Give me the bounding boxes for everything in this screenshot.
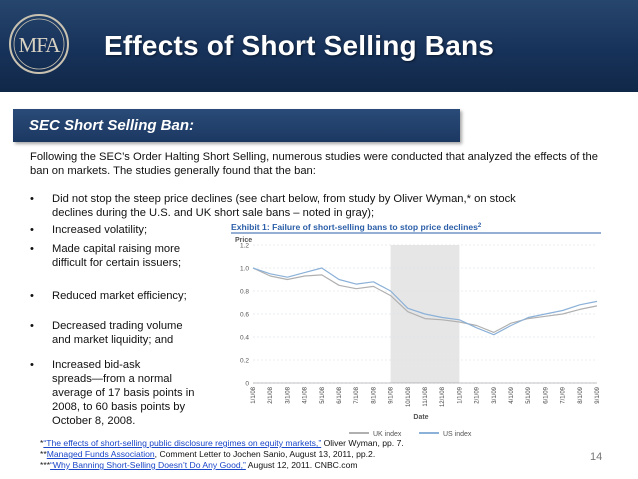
bullet-item: • Reduced market efficiency; <box>30 289 220 303</box>
bullet-marker: • <box>30 193 34 205</box>
page-number: 14 <box>590 451 603 463</box>
x-tick-label: 7/1/08 <box>354 386 360 403</box>
footnote-text: , Comment Letter to Jochen Sanio, August… <box>154 449 376 459</box>
slide-title: Effects of Short Selling Bans <box>104 30 495 61</box>
bullet-line: October 8, 2008. <box>52 415 136 427</box>
legend-label-us: US index <box>443 431 472 438</box>
bullet-marker: • <box>30 320 34 332</box>
y-tick-label: 1.2 <box>240 243 249 250</box>
footnote-marker: ** <box>40 449 47 459</box>
bullet-line: Reduced market efficiency; <box>52 290 187 302</box>
bullet-line: Decreased trading volume <box>52 320 183 332</box>
x-tick-label: 6/1/08 <box>337 386 343 403</box>
y-tick-label: 1.0 <box>240 266 249 273</box>
x-tick-label: 10/1/08 <box>406 386 412 407</box>
mfa-logo: MFA <box>9 14 69 74</box>
y-tick-label: 0.2 <box>240 358 249 365</box>
footnote: ***“Why Banning Short-Selling Doesn’t Do… <box>40 460 560 471</box>
exhibit-chart: Exhibit 1: Failure of short-selling bans… <box>231 222 601 438</box>
bullet-marker: • <box>30 290 34 302</box>
bullet-marker: • <box>30 359 34 371</box>
footnote: *“The effects of short-selling public di… <box>40 438 560 449</box>
intro-paragraph: Following the SEC’s Order Halting Short … <box>30 151 598 177</box>
footnote: **Managed Funds Association, Comment Let… <box>40 449 560 460</box>
bullet-line: Did not stop the steep price declines (s… <box>52 193 516 205</box>
x-tick-label: 6/1/09 <box>543 386 549 403</box>
x-tick-label: 5/1/09 <box>526 386 532 403</box>
x-axis-label: Date <box>413 414 428 421</box>
x-tick-label: 4/1/09 <box>509 386 515 403</box>
footnote-text: Oliver Wyman, pp. 7. <box>321 438 404 448</box>
bullet-line: spreads—from a normal <box>52 373 172 385</box>
section-title: SEC Short Selling Ban: <box>29 117 195 134</box>
legend-label-uk: UK index <box>373 431 402 438</box>
x-tick-label: 8/1/08 <box>371 386 377 403</box>
footnote-text: August 12, 2011. CNBC.com <box>245 460 358 470</box>
bullet-item: • Increased volatility; <box>30 223 220 237</box>
x-tick-label: 9/1/09 <box>595 386 601 403</box>
slide-header: MFA Effects of Short Selling Bans <box>0 0 638 92</box>
bullet-marker: • <box>30 224 34 236</box>
x-tick-label: 12/1/08 <box>440 386 446 407</box>
bullet-line: average of 17 basis points in <box>52 387 195 399</box>
y-tick-label: 0.6 <box>240 312 249 319</box>
bullet-line: Increased volatility; <box>52 224 148 236</box>
series-line-uk <box>252 267 598 334</box>
section-bar: SEC Short Selling Ban: <box>13 109 460 142</box>
series-line-us <box>252 267 598 336</box>
bullet-line: Made capital raising more <box>52 243 181 255</box>
x-tick-label: 1/1/08 <box>251 386 257 403</box>
bullet-item: • Decreased trading volume and market li… <box>30 319 220 347</box>
footnote-marker: *** <box>40 460 51 470</box>
x-tick-label: 3/1/09 <box>492 386 498 403</box>
bullet-line: declines during the U.S. and UK short sa… <box>52 207 375 219</box>
footnote-marker: * <box>40 438 44 448</box>
x-tick-label: 4/1/08 <box>303 386 309 403</box>
bullet-line: difficult for certain issuers; <box>52 257 182 269</box>
footnote-link[interactable]: “Why Banning Short-Selling Doesn’t Do An… <box>50 460 246 470</box>
bullet-item: • Did not stop the steep price declines … <box>30 192 610 220</box>
footnote-link[interactable]: Managed Funds Association <box>46 449 155 459</box>
bullet-line: Increased bid-ask <box>52 359 141 371</box>
y-tick-label: 0.8 <box>240 289 249 296</box>
bullet-item: • Increased bid-ask spreads—from a norma… <box>30 358 230 430</box>
x-tick-label: 3/1/08 <box>285 386 291 403</box>
x-tick-label: 8/1/09 <box>578 386 584 403</box>
footnote-link[interactable]: “The effects of short-selling public dis… <box>43 438 322 448</box>
x-tick-label: 9/1/08 <box>389 386 395 403</box>
bullet-item: • Made capital raising more difficult fo… <box>30 242 220 270</box>
x-tick-label: 7/1/09 <box>561 386 567 403</box>
chart-legend: UK index US index <box>349 431 472 438</box>
y-axis-label: Price <box>235 237 252 244</box>
bullet-marker: • <box>30 243 34 255</box>
y-tick-label: 0 <box>245 381 249 388</box>
x-tick-label: 5/1/08 <box>320 386 326 403</box>
chart-title: Exhibit 1: Failure of short-selling bans… <box>231 222 482 232</box>
x-tick-label: 1/1/09 <box>457 386 463 403</box>
x-tick-label: 11/1/08 <box>423 386 429 406</box>
logo-text: MFA <box>19 33 62 57</box>
bullet-line: 2008, to 60 basis points by <box>52 401 186 413</box>
x-tick-label: 2/1/08 <box>268 386 274 403</box>
footnotes: *“The effects of short-selling public di… <box>40 438 560 471</box>
x-tick-label: 2/1/09 <box>475 386 481 403</box>
y-tick-label: 0.4 <box>240 335 249 342</box>
bullet-line: and market liquidity; and <box>52 334 174 346</box>
